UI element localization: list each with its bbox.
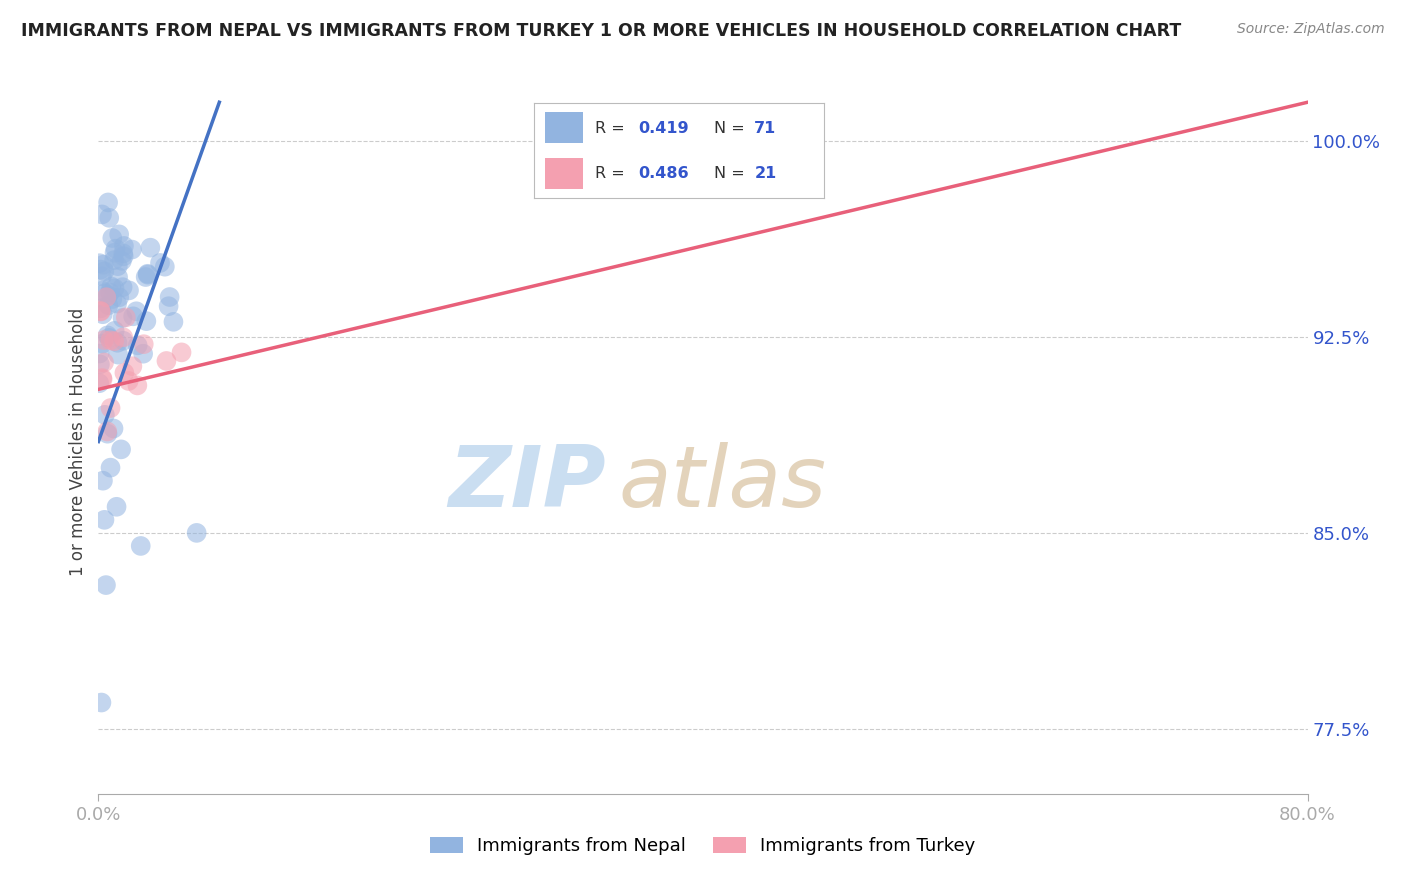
Point [90, 301, 112, 316]
Point [91, 336, 114, 351]
Point [90, 304, 112, 318]
Point [107, 335, 129, 350]
Point [89, 376, 111, 391]
Point [103, 281, 125, 295]
Point [97, 288, 120, 302]
Point [111, 311, 134, 326]
Point [96, 425, 118, 439]
Point [112, 239, 135, 253]
Point [93, 333, 115, 347]
Point [91, 371, 114, 385]
Point [110, 442, 132, 457]
Point [121, 359, 143, 374]
Point [91, 207, 114, 221]
Point [132, 347, 155, 361]
Point [149, 256, 172, 270]
Point [90, 304, 112, 318]
Point [89, 346, 111, 360]
Point [122, 310, 145, 324]
Point [94, 578, 117, 592]
Point [103, 421, 125, 435]
Point [186, 525, 208, 540]
Point [107, 348, 129, 362]
Point [111, 253, 134, 268]
Point [91, 372, 114, 386]
Point [170, 345, 193, 359]
Point [136, 268, 159, 282]
Point [100, 401, 122, 415]
Point [112, 366, 135, 380]
Point [96, 290, 118, 304]
Point [91, 307, 114, 321]
Point [132, 337, 155, 351]
Point [93, 286, 115, 301]
Point [93, 258, 115, 272]
Point [100, 460, 122, 475]
Point [89, 256, 111, 270]
Point [105, 500, 128, 514]
Point [91, 474, 114, 488]
Text: Source: ZipAtlas.com: Source: ZipAtlas.com [1237, 22, 1385, 37]
Point [107, 259, 129, 273]
Point [159, 290, 181, 304]
Point [127, 378, 149, 392]
Point [90, 262, 112, 277]
Point [616, 129, 638, 144]
Point [112, 249, 135, 263]
Point [98, 331, 121, 345]
Point [118, 284, 141, 298]
Point [97, 195, 120, 210]
Point [98, 211, 121, 225]
Point [157, 299, 180, 313]
Point [105, 296, 128, 310]
Point [129, 539, 152, 553]
Legend: Immigrants from Nepal, Immigrants from Turkey: Immigrants from Nepal, Immigrants from T… [423, 830, 983, 863]
Point [97, 328, 120, 343]
Point [111, 280, 134, 294]
Point [93, 513, 115, 527]
Point [97, 298, 120, 312]
Point [155, 354, 177, 368]
Text: atlas: atlas [619, 442, 827, 525]
Point [139, 241, 162, 255]
Point [90, 269, 112, 284]
Point [108, 227, 131, 242]
Point [121, 243, 143, 257]
Point [135, 314, 157, 328]
Point [104, 242, 127, 256]
Point [100, 279, 122, 293]
Point [162, 315, 184, 329]
Point [103, 334, 125, 349]
Point [91, 284, 114, 298]
Point [125, 304, 148, 318]
Point [93, 264, 115, 278]
Point [135, 270, 157, 285]
Point [90, 696, 112, 710]
Point [89, 357, 111, 371]
Point [104, 324, 127, 338]
Point [98, 285, 121, 300]
Point [108, 290, 131, 304]
Point [100, 333, 122, 347]
Point [118, 374, 141, 388]
Point [101, 292, 124, 306]
Point [94, 408, 117, 422]
Text: ZIP: ZIP [449, 442, 606, 525]
Point [103, 253, 125, 268]
Point [127, 338, 149, 352]
Point [112, 334, 135, 348]
Point [112, 330, 135, 344]
Point [96, 426, 118, 441]
Point [136, 267, 159, 281]
Point [107, 270, 129, 285]
Point [101, 231, 124, 245]
Point [115, 310, 138, 325]
Point [112, 246, 135, 260]
Text: IMMIGRANTS FROM NEPAL VS IMMIGRANTS FROM TURKEY 1 OR MORE VEHICLES IN HOUSEHOLD : IMMIGRANTS FROM NEPAL VS IMMIGRANTS FROM… [21, 22, 1181, 40]
Point [103, 245, 125, 260]
Point [153, 260, 176, 274]
Point [93, 355, 115, 369]
Y-axis label: 1 or more Vehicles in Household: 1 or more Vehicles in Household [69, 308, 87, 575]
